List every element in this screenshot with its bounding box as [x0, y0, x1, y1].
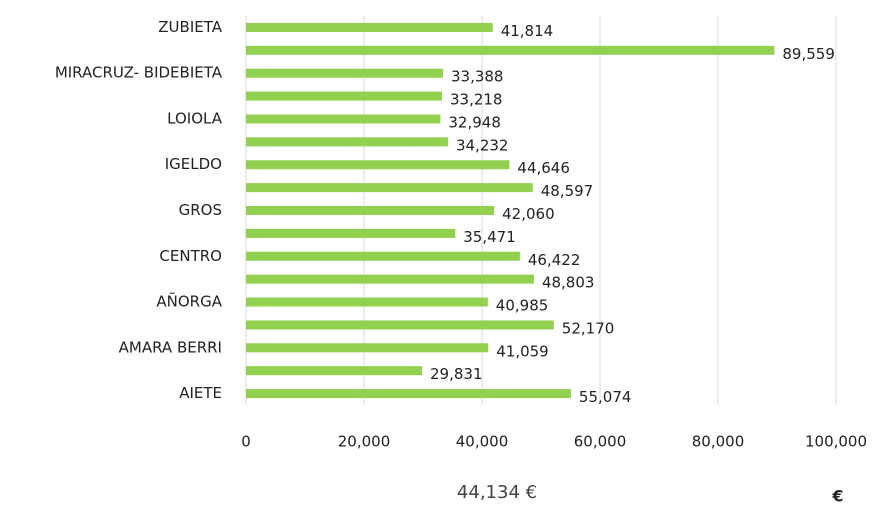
- x-tick-label: 100,000: [805, 433, 867, 451]
- bar: [246, 274, 534, 284]
- data-label: 34,232: [456, 136, 509, 154]
- y-tick-label: ZUBIETA: [158, 18, 222, 36]
- data-label: 44,646: [517, 159, 570, 177]
- x-tick-label: 80,000: [692, 433, 745, 451]
- bar: [246, 366, 423, 376]
- data-label: 89,559: [782, 45, 835, 63]
- bar: [246, 137, 448, 147]
- bar: [246, 206, 495, 215]
- data-label: 32,948: [448, 113, 501, 131]
- data-label: 41,059: [496, 342, 549, 360]
- data-label: 40,985: [496, 297, 549, 315]
- x-tick-label: 20,000: [338, 433, 391, 451]
- y-tick-label: AMARA BERRI: [119, 338, 222, 356]
- data-label: 42,060: [502, 205, 555, 223]
- data-label: 33,218: [450, 91, 503, 109]
- bar: [246, 68, 443, 78]
- bar: [246, 183, 533, 193]
- data-label: 48,803: [542, 274, 595, 292]
- y-tick-label: LOIOLA: [167, 109, 223, 127]
- x-tick-label: 60,000: [574, 433, 627, 451]
- bar: [246, 320, 554, 330]
- annotation: 44,134 €: [457, 482, 537, 503]
- data-label: 33,388: [451, 68, 504, 86]
- bar: [246, 228, 456, 238]
- bar: [246, 91, 442, 101]
- bar: [246, 22, 493, 32]
- data-label: 29,831: [430, 365, 483, 383]
- y-tick-label: AÑORGA: [156, 292, 222, 311]
- bar: [246, 343, 489, 353]
- y-tick-label: AIETE: [179, 384, 222, 402]
- y-tick-label: IGELDO: [165, 155, 222, 173]
- x-tick-label: 0: [241, 433, 251, 451]
- data-label: 52,170: [562, 319, 615, 337]
- data-label: 41,814: [501, 22, 554, 40]
- data-label: 48,597: [541, 182, 594, 200]
- bar: [246, 389, 571, 399]
- x-tick-label: 40,000: [456, 433, 509, 451]
- bar: [246, 45, 775, 55]
- data-label: 35,471: [463, 228, 516, 246]
- y-tick-label: MIRACRUZ- BIDEBIETA: [55, 64, 223, 82]
- x-axis-label: €: [831, 487, 843, 506]
- data-label: 46,422: [528, 251, 581, 269]
- y-tick-label: GROS: [179, 201, 222, 219]
- bar: [246, 297, 488, 307]
- y-tick-label: CENTRO: [159, 247, 222, 265]
- bar: [246, 114, 441, 124]
- bar: [246, 251, 520, 261]
- bar: [246, 160, 510, 170]
- data-label: 55,074: [579, 388, 632, 406]
